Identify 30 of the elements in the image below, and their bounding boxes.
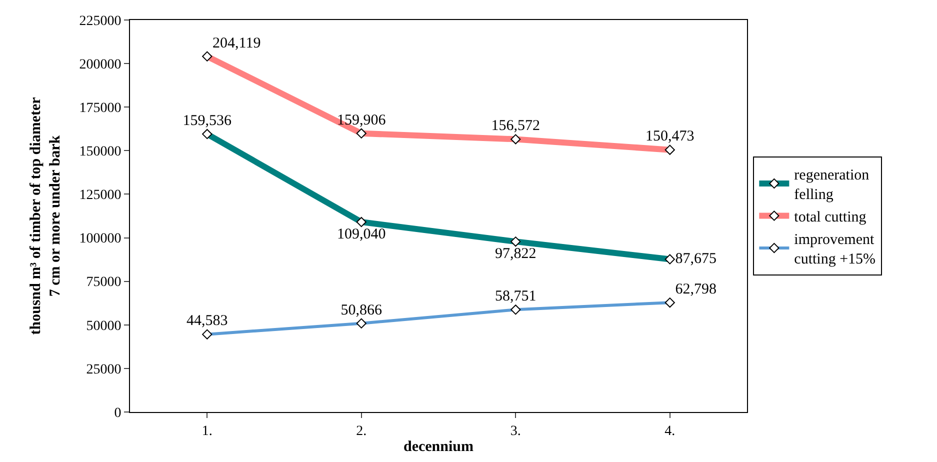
- legend-label: total cutting: [794, 210, 867, 226]
- y-tick-label: 125000: [79, 188, 122, 204]
- data-label: 159,906: [337, 112, 386, 128]
- data-label: 62,798: [675, 281, 717, 298]
- data-label: 87,675: [675, 251, 717, 267]
- y-axis-title: thousnd m³ of timber of top diameter 7 cm or more under bark: [28, 96, 64, 335]
- y-tick-label: 150000: [79, 144, 122, 160]
- y-tick-label: 75000: [86, 275, 122, 290]
- data-label: 109,040: [337, 226, 386, 243]
- data-label: 97,822: [495, 246, 536, 262]
- data-label: 150,473: [646, 128, 694, 145]
- data-label: 58,751: [495, 288, 536, 305]
- y-tick-label: 225000: [79, 14, 122, 29]
- x-tick-label: 1.: [202, 424, 212, 439]
- y-tick-label: 100000: [79, 232, 122, 247]
- data-label: 50,866: [340, 302, 383, 318]
- legend-label: improvement cutting +15%: [794, 232, 876, 268]
- y-tick-label: 25000: [86, 362, 122, 378]
- x-tick-label: 4.: [664, 424, 676, 439]
- data-label: 44,583: [186, 313, 228, 330]
- x-tick-label: 3.: [510, 424, 521, 439]
- y-tick-label: 0: [114, 406, 122, 421]
- y-tick-label: 50000: [86, 318, 122, 334]
- data-label: 159,536: [182, 112, 232, 129]
- x-axis-title: decennium: [403, 438, 474, 455]
- data-label: 204,119: [212, 35, 261, 52]
- x-tick-label: 2.: [356, 424, 367, 439]
- y-tick-label: 175000: [79, 101, 122, 116]
- y-tick-label: 200000: [79, 57, 122, 72]
- data-label: 156,572: [491, 118, 540, 134]
